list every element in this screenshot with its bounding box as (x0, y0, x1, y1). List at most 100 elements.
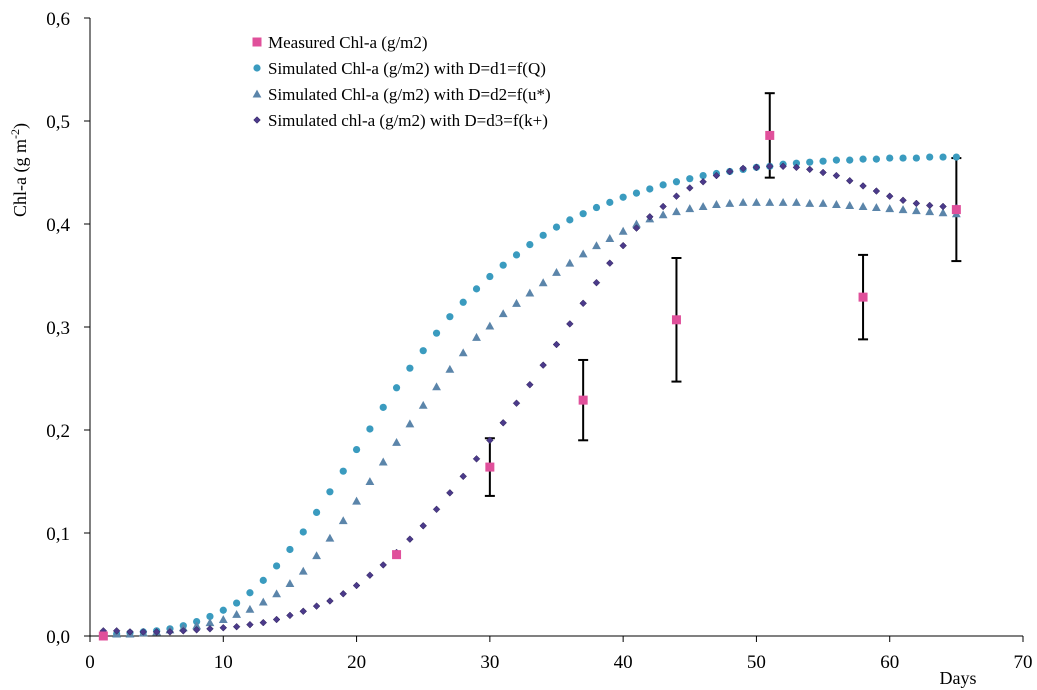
point-square (392, 550, 402, 560)
point-triangle (632, 219, 641, 228)
point-triangle (245, 604, 255, 613)
point-circle (366, 425, 374, 433)
point-circle (592, 203, 601, 212)
point-circle (219, 606, 227, 614)
point-circle (499, 261, 507, 269)
point-circle (432, 329, 441, 337)
point-triangle (898, 205, 908, 214)
point-diamond (686, 184, 694, 192)
legend-marker-circle (253, 64, 261, 72)
point-triangle (392, 437, 401, 446)
y-tick-label: 0,1 (46, 524, 70, 545)
point-diamond (832, 171, 841, 180)
point-diamond (672, 192, 681, 200)
point-square (765, 130, 775, 140)
point-diamond (899, 196, 907, 205)
point-diamond (472, 455, 481, 463)
point-circle (792, 159, 801, 167)
point-triangle (298, 566, 308, 575)
point-diamond (126, 628, 134, 636)
point-triangle (818, 199, 828, 207)
point-triangle (925, 207, 935, 216)
legend: Measured Chl-a (g/m2) Simulated Chl-a (g/… (252, 33, 551, 130)
point-triangle (805, 199, 815, 207)
point-circle (339, 467, 347, 475)
point-diamond (352, 581, 361, 590)
point-circle (326, 488, 334, 496)
point-diamond (206, 625, 214, 633)
point-diamond (819, 168, 827, 177)
point-diamond (925, 201, 934, 210)
x-tick-label: 60 (880, 652, 899, 673)
point-triangle (472, 332, 481, 341)
point-circle (406, 364, 414, 372)
point-triangle (845, 201, 855, 209)
x-tick-label: 30 (480, 652, 499, 673)
x-axis-title: Days (940, 668, 977, 688)
point-square (485, 462, 495, 472)
point-diamond (752, 163, 761, 172)
point-diamond (166, 628, 174, 636)
point-triangle (338, 516, 348, 525)
y-tick-label: 0,0 (46, 627, 70, 648)
point-triangle (938, 208, 948, 217)
point-triangle (605, 234, 615, 242)
point-diamond (606, 259, 614, 267)
x-tick-label: 50 (747, 652, 766, 673)
point-triangle (911, 206, 921, 215)
point-triangle (832, 200, 841, 208)
point-circle (806, 158, 814, 166)
point-circle (312, 508, 321, 516)
point-circle (246, 589, 254, 597)
x-tick-label: 0 (85, 652, 95, 673)
point-triangle (325, 533, 335, 542)
point-triangle (578, 249, 588, 258)
point-diamond (619, 241, 627, 250)
point-diamond (366, 571, 374, 579)
point-diamond (432, 505, 441, 514)
point-circle (619, 193, 627, 201)
point-circle (486, 272, 494, 281)
point-triangle (405, 419, 415, 428)
point-triangle (312, 551, 321, 560)
point-circle (512, 251, 521, 259)
point-circle (872, 155, 880, 163)
point-diamond (179, 627, 188, 635)
point-triangle (698, 202, 708, 211)
point-diamond (139, 628, 148, 636)
point-circle (552, 223, 561, 231)
legend-label: Simulated chl-a (g/m2) with D=d3=f(k+) (268, 111, 548, 130)
point-circle (659, 181, 667, 189)
point-circle (286, 545, 294, 554)
point-square (858, 292, 868, 302)
y-tick-label: 0,3 (46, 318, 70, 339)
point-square (671, 315, 681, 325)
point-diamond (805, 165, 814, 174)
point-circle (939, 153, 947, 161)
point-triangle (792, 197, 801, 206)
legend-marker-triangle (252, 89, 262, 98)
point-triangle (525, 288, 535, 297)
legend-marker-square (252, 37, 262, 47)
point-circle (912, 154, 920, 162)
point-circle (846, 156, 854, 164)
point-triangle (432, 382, 441, 391)
point-diamond (552, 340, 561, 349)
point-diamond (192, 626, 201, 634)
axes (89, 18, 1023, 637)
point-triangle (365, 477, 375, 486)
point-circle (352, 445, 361, 454)
point-diamond (739, 164, 747, 173)
point-diamond (499, 419, 507, 427)
point-circle (459, 298, 467, 306)
x-tick-label: 20 (347, 652, 366, 673)
point-diamond (246, 620, 254, 629)
point-circle (446, 313, 454, 321)
point-triangle (712, 200, 721, 208)
point-triangle (552, 268, 561, 276)
point-triangle (618, 226, 628, 235)
point-diamond (726, 167, 734, 176)
legend-label: Simulated Chl-a (g/m2) with D=d1=f(Q) (268, 59, 546, 78)
point-triangle (871, 203, 881, 212)
